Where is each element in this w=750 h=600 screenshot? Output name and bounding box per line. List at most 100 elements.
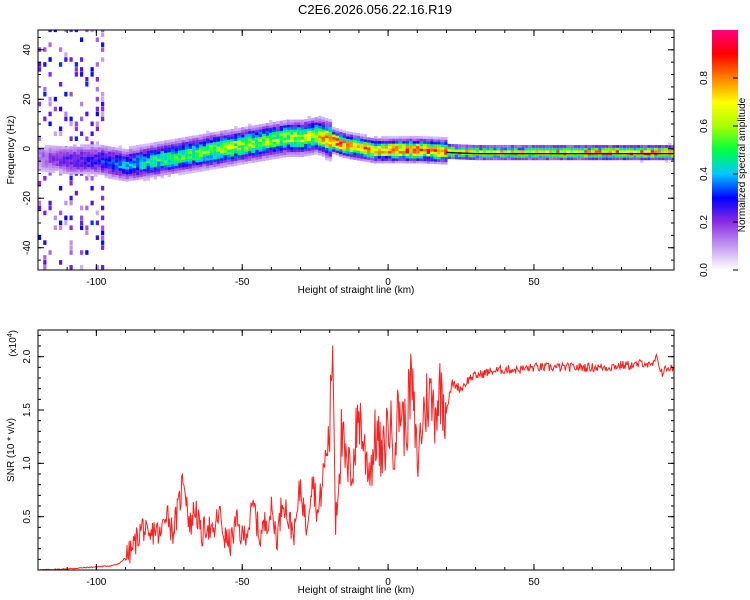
spectrogram-cell	[174, 160, 178, 164]
spectrogram-cell	[223, 145, 227, 148]
spectrogram-cell	[388, 140, 392, 144]
spectrogram-cell	[321, 136, 325, 140]
spectrogram-cell	[405, 145, 409, 149]
snr-y-tick-label: 1.5	[22, 403, 33, 417]
spectrogram-cell	[594, 157, 599, 161]
spectrogram-cell	[53, 131, 57, 137]
spectrogram-cell	[444, 144, 448, 148]
spectrogram-cell	[468, 144, 473, 148]
spectrogram-cell	[307, 115, 311, 119]
spectrogram-cell	[377, 145, 381, 149]
spectrogram-cell	[192, 157, 196, 161]
spectrogram-cell	[370, 150, 374, 154]
spectrogram-cell	[297, 144, 301, 148]
spectrogram-cell	[192, 142, 196, 146]
spectrogram-cell	[143, 166, 147, 169]
spectrogram-cell	[213, 164, 217, 167]
spectrogram-cell	[591, 150, 595, 153]
spectrogram-cell	[272, 134, 276, 138]
spectrogram-cell	[59, 163, 63, 167]
spectrogram-cell	[479, 145, 483, 148]
spectrogram-cell	[356, 152, 360, 156]
spectrogram-cell	[367, 147, 371, 150]
spectrogram-cell	[146, 155, 150, 159]
spectrogram-cell	[349, 144, 353, 148]
spectrogram-cell	[237, 132, 241, 136]
spectrogram-cell	[279, 155, 283, 159]
spectrogram-cell	[62, 161, 66, 165]
spectrogram-cell	[328, 156, 332, 160]
spectrogram-cell	[304, 123, 308, 127]
spectrogram-cell	[80, 154, 84, 158]
spectrogram-cell	[384, 160, 388, 164]
spectrogram-cell	[314, 132, 318, 135]
spectrogram-cell	[419, 153, 423, 157]
spectrogram-cell	[297, 136, 301, 140]
spectrogram-cell	[360, 148, 364, 152]
spectrogram-cell	[391, 155, 395, 159]
spectrogram-cell	[80, 144, 84, 148]
spectrogram-cell	[73, 169, 77, 172]
spectrogram-cell	[353, 134, 357, 138]
spectrogram-cell	[83, 161, 87, 165]
spectrogram-cell	[139, 151, 143, 155]
spectrogram-cell	[38, 164, 42, 167]
spectrogram-cell	[80, 169, 84, 172]
snr-y-tick-label: 0.5	[22, 509, 33, 523]
spectrogram-cell	[230, 148, 234, 152]
spectrogram-cell	[265, 145, 269, 149]
spectrogram-cell	[363, 139, 367, 142]
snr-multiplier-exp: 4	[7, 333, 14, 337]
spectrogram-cell	[101, 195, 105, 201]
spectrogram-cell	[367, 137, 371, 141]
spectrogram-cell	[195, 142, 199, 146]
spectrogram-cell	[444, 156, 448, 160]
spectrogram-cell	[73, 164, 77, 167]
spectrogram-cell	[314, 122, 318, 125]
spectrogram-cell	[290, 126, 294, 130]
spectrogram-cell	[629, 157, 634, 161]
spectrogram-cell	[601, 145, 606, 148]
spectrogram-cell	[244, 136, 248, 140]
spectrogram-cell	[115, 162, 119, 166]
spectrogram-cell	[664, 145, 669, 148]
spectrogram-cell	[328, 153, 332, 157]
spectrogram-cell	[195, 152, 199, 156]
spectrogram-cell	[115, 172, 119, 176]
spectrogram-cell	[129, 158, 133, 162]
spectrogram-cell	[48, 57, 52, 62]
spectrogram-cell	[206, 138, 210, 141]
spectrogram-cell	[272, 141, 276, 145]
spectrogram-cell	[489, 150, 494, 153]
spectrogram-cell	[192, 137, 196, 141]
spectrogram-cell	[475, 154, 480, 158]
spectrogram-cell	[244, 146, 248, 150]
spectrogram-cell	[482, 145, 487, 148]
spectrogram-cell	[286, 126, 290, 130]
spectrogram-cell	[654, 150, 658, 153]
spectrogram-cell	[300, 139, 304, 143]
spectrogram-cell	[447, 153, 452, 157]
spectrogram-cell	[528, 145, 532, 148]
colorbar-tick-label: 0.2	[699, 215, 710, 229]
spectrogram-cell	[279, 140, 283, 144]
spectrogram-cell	[391, 158, 395, 161]
spectrogram-cell	[108, 171, 112, 174]
spectrogram-cell	[283, 134, 287, 138]
spectrogram-cell	[622, 145, 627, 148]
spectrogram-cell	[493, 150, 497, 153]
spectrogram-cell	[160, 163, 164, 166]
spectrogram-cell	[318, 132, 322, 136]
spectrogram-cell	[192, 152, 196, 156]
spectrogram-cell	[188, 158, 192, 162]
spectrogram-cell	[181, 162, 185, 165]
spectrogram-cell	[269, 149, 273, 153]
spectrogram-cell	[335, 127, 339, 131]
spectrogram-cell	[381, 138, 385, 142]
spectrogram-cell	[402, 160, 406, 164]
spectrogram-cell	[650, 154, 655, 158]
spectrogram-cell	[367, 154, 371, 158]
spectrogram-cell	[384, 138, 388, 142]
spectrogram-cell	[402, 150, 406, 154]
spectrogram-cell	[402, 135, 406, 139]
